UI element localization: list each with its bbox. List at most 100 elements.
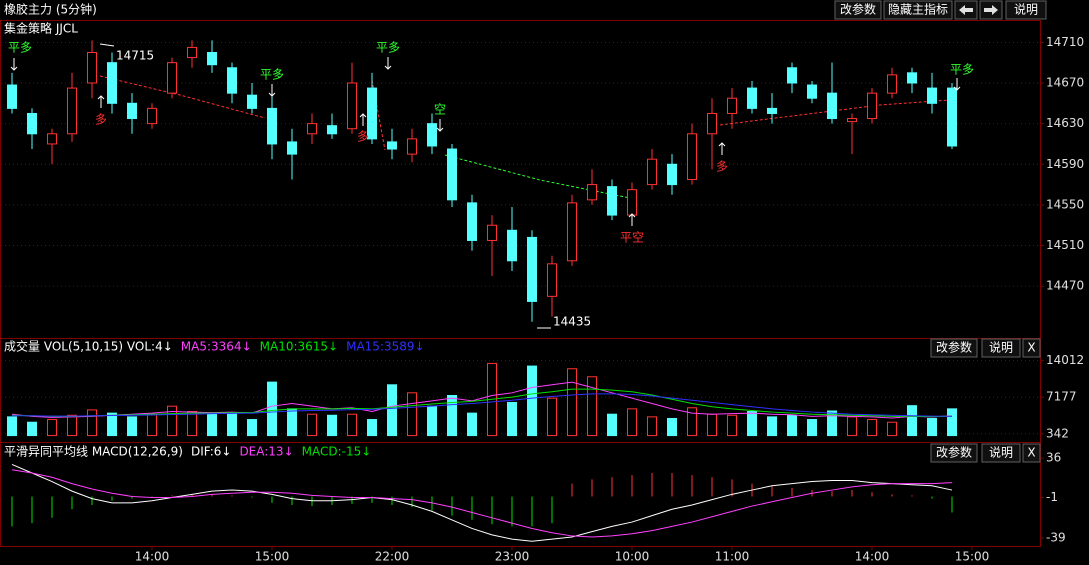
candle-body xyxy=(367,87,377,140)
legend-entry: MA10:3615↓ xyxy=(260,340,338,354)
candle-body xyxy=(747,87,757,109)
candle-body xyxy=(927,87,937,104)
volume-bar xyxy=(367,419,377,437)
button-frame[interactable] xyxy=(981,338,1021,358)
annotation: 平多 xyxy=(376,41,400,55)
volume-bar xyxy=(347,413,357,437)
y-tick-label: 14550 xyxy=(1046,197,1084,211)
button[interactable]: 改参数 xyxy=(936,445,972,460)
volume-bar xyxy=(787,414,797,437)
volume-bar xyxy=(47,419,57,437)
x-tick-label: 14:00 xyxy=(135,550,170,564)
annotation: 平多 xyxy=(8,41,32,55)
y-tick-label: 14470 xyxy=(1046,279,1084,293)
candle-body xyxy=(47,133,57,145)
candle-body xyxy=(167,62,177,94)
y-tick-label: -39 xyxy=(1046,531,1066,545)
signal-line xyxy=(719,99,951,126)
button[interactable]: 改参数 xyxy=(840,2,876,17)
volume-bar xyxy=(327,414,337,437)
candle-body xyxy=(847,118,857,123)
candle-body xyxy=(547,263,557,297)
button-frame[interactable] xyxy=(1005,0,1047,20)
legend-entry: MA5:3364↓ xyxy=(181,340,252,354)
button[interactable]: 说明 xyxy=(989,340,1013,355)
volume-bar xyxy=(27,421,37,437)
x-tick-label: 11:00 xyxy=(715,550,750,564)
candle-body xyxy=(567,202,577,262)
button[interactable]: 改参数 xyxy=(936,340,972,355)
candle-body xyxy=(127,102,137,120)
candle-body xyxy=(287,141,297,155)
volume-bar xyxy=(207,412,217,437)
candle-body xyxy=(487,224,497,241)
signal-arrow-head xyxy=(953,86,961,91)
volume-bar xyxy=(727,414,737,437)
volume-bar xyxy=(567,368,577,437)
x-tick-label: 10:00 xyxy=(615,550,650,564)
series-line xyxy=(11,388,953,418)
annotation: 14435 xyxy=(553,315,591,329)
candle-body xyxy=(647,158,657,186)
volume-bar xyxy=(887,421,897,437)
volume-bar xyxy=(227,412,237,437)
button[interactable]: 说明 xyxy=(1014,2,1038,17)
candle-body xyxy=(187,46,197,59)
candle-body xyxy=(247,94,257,109)
candle-body xyxy=(687,133,697,181)
button-frame[interactable] xyxy=(930,338,978,358)
volume-bar xyxy=(907,405,917,437)
annotation: 14715 xyxy=(116,49,154,63)
annotation: 平多 xyxy=(260,68,284,82)
volume-bar xyxy=(467,412,477,437)
candle-body xyxy=(87,52,97,84)
candle-body xyxy=(507,229,517,262)
legend-entry: MACD:-15↓ xyxy=(302,445,372,459)
signal-arrow-head xyxy=(718,142,726,147)
volume-bar xyxy=(7,416,17,437)
candle-body xyxy=(147,107,157,125)
candle-body xyxy=(607,186,617,216)
candle-body xyxy=(267,107,277,145)
candle-body xyxy=(207,52,217,66)
button[interactable]: 说明 xyxy=(989,445,1013,460)
button-frame[interactable] xyxy=(883,0,953,20)
volume-bar xyxy=(827,410,837,437)
button[interactable]: X xyxy=(1027,341,1035,355)
volume-bar xyxy=(707,413,717,437)
volume-bar xyxy=(867,419,877,437)
candle-body xyxy=(947,87,957,147)
left-arrow-icon xyxy=(959,5,973,15)
button[interactable]: X xyxy=(1027,446,1035,460)
signal-arrow-head xyxy=(97,95,105,100)
right-arrow-icon xyxy=(984,5,998,15)
signal-arrow-head xyxy=(628,213,636,218)
candle-body xyxy=(767,107,777,114)
marker-line xyxy=(99,43,115,47)
candle-body xyxy=(587,184,597,201)
x-tick-label: 23:00 xyxy=(495,550,530,564)
candle-body xyxy=(107,62,117,104)
y-tick-label: 14710 xyxy=(1046,35,1084,49)
button-frame[interactable] xyxy=(1022,443,1041,463)
volume-bar xyxy=(667,417,677,437)
candle-body xyxy=(907,72,917,84)
volume-bar xyxy=(447,394,457,437)
button-frame[interactable] xyxy=(981,443,1021,463)
volume-bar xyxy=(247,419,257,437)
volume-bar xyxy=(107,412,117,437)
button-frame[interactable] xyxy=(930,443,978,463)
button-frame[interactable] xyxy=(1022,338,1041,358)
volume-bar xyxy=(87,409,97,437)
candle-body xyxy=(667,163,677,186)
y-tick-label: 36 xyxy=(1046,451,1061,465)
button-frame[interactable] xyxy=(834,0,882,20)
series-line xyxy=(12,393,953,417)
volume-bar xyxy=(167,405,177,437)
volume-bar xyxy=(307,413,317,437)
volume-bar xyxy=(807,419,817,437)
signal-arrow-head xyxy=(359,113,367,118)
signal-arrow-head xyxy=(436,127,444,132)
button[interactable]: 隐藏主指标 xyxy=(888,2,948,17)
